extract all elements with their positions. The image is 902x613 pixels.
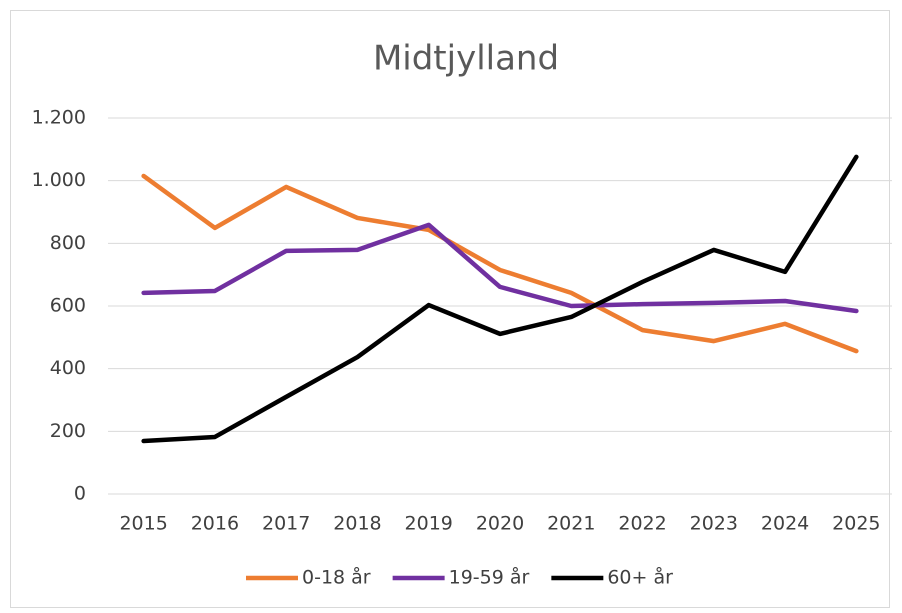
x-tick-label: 2024 [761,513,809,535]
x-tick-label: 2015 [119,513,167,535]
chart-title: Midtjylland [373,39,559,79]
x-tick-label: 2021 [547,513,595,535]
y-tick-label: 1.200 [32,107,86,129]
x-tick-label: 2017 [262,513,310,535]
y-tick-label: 400 [50,357,86,379]
line-series [141,154,859,444]
x-tick-label: 2019 [405,513,453,535]
legend-label: 19-59 år [449,566,530,589]
y-tick-label: 1.000 [32,169,86,191]
line-series [141,222,859,314]
y-tick-label: 0 [74,483,86,505]
y-tick-label: 200 [50,420,86,442]
line-series [141,173,859,354]
x-tick-label: 2018 [333,513,381,535]
x-tick-label: 2020 [476,513,524,535]
y-tick-label: 800 [50,232,86,254]
x-tick-label: 2016 [191,513,239,535]
x-tick-label: 2023 [690,513,738,535]
y-tick-label: 600 [50,295,86,317]
legend-label: 60+ år [607,566,673,589]
legend-label: 0-18 år [302,566,371,589]
x-tick-label: 2025 [832,513,880,535]
chart-frame [10,10,890,608]
x-tick-label: 2022 [618,513,666,535]
